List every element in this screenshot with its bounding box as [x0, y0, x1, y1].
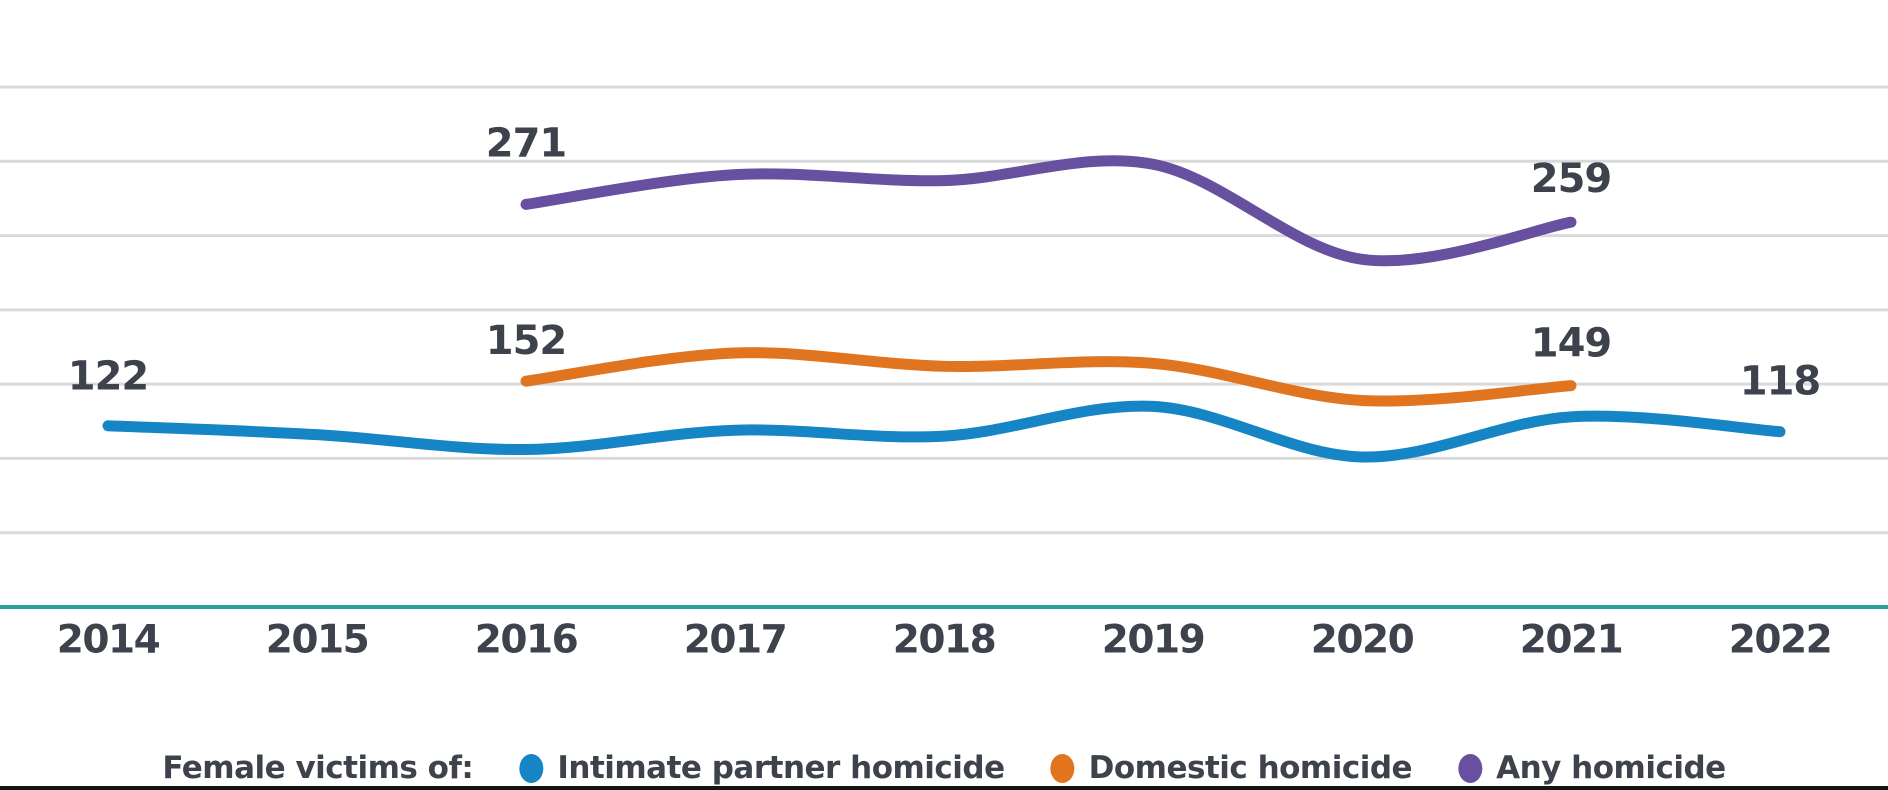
value-label: 122 [68, 354, 149, 400]
value-label: 259 [1531, 156, 1612, 202]
value-label: 149 [1531, 321, 1612, 367]
legend-item-any-homicide: Any homicide [1458, 750, 1726, 786]
legend-dot-icon [1050, 753, 1075, 783]
bottom-border [0, 786, 1888, 790]
x-axis-label-2021: 2021 [1520, 618, 1623, 663]
x-axis-label-2020: 2020 [1311, 618, 1414, 663]
line-domestic-homicide [520, 347, 1577, 407]
legend-items: Intimate partner homicide Domestic homici… [519, 750, 1726, 786]
chart-legend: Female victims of: Intimate partner homi… [162, 742, 1726, 790]
x-axis-label-2019: 2019 [1102, 618, 1205, 663]
legend-label: Any homicide [1496, 750, 1726, 786]
x-axis-label-2017: 2017 [684, 618, 787, 663]
value-label: 271 [486, 120, 567, 166]
legend-dot-icon [519, 753, 544, 783]
value-label: 152 [486, 318, 567, 364]
legend-item-intimate-partner-homicide: Intimate partner homicide [519, 750, 1005, 786]
x-axis-label-2018: 2018 [893, 618, 996, 663]
legend-label: Domestic homicide [1088, 750, 1413, 786]
x-axis-label-2015: 2015 [266, 618, 369, 663]
line-any-homicide [520, 155, 1577, 267]
x-axis-label-2022: 2022 [1729, 618, 1832, 663]
x-axis-label-2014: 2014 [57, 618, 160, 663]
legend-label: Intimate partner homicide [557, 750, 1005, 786]
line-intimate-partner-homicide [102, 400, 1786, 463]
legend-dot-icon [1458, 753, 1483, 783]
value-label: 118 [1740, 359, 1821, 405]
legend-item-domestic-homicide: Domestic homicide [1050, 750, 1413, 786]
legend-title: Female victims of: [162, 750, 474, 786]
x-axis-label-2016: 2016 [475, 618, 578, 663]
